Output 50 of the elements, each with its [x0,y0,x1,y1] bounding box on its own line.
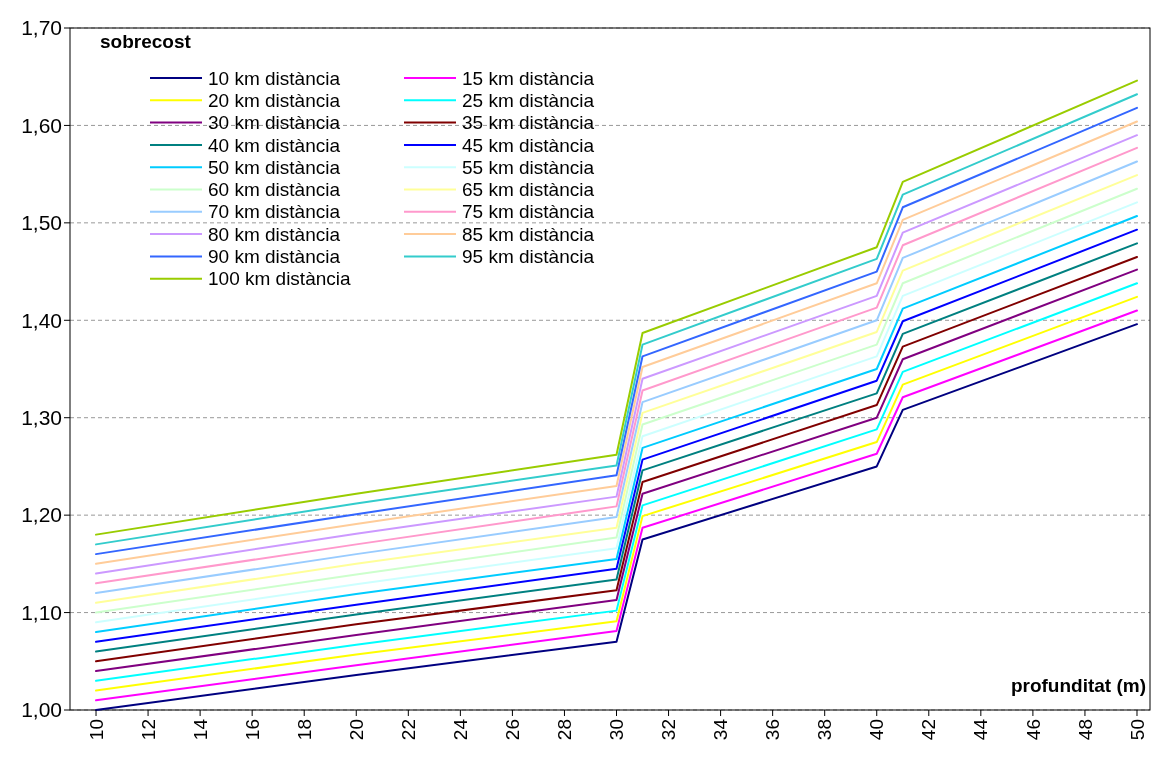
legend-label: 35 km distància [462,112,595,134]
legend-label: 100 km distància [208,268,352,290]
legend-label: 60 km distància [208,179,341,201]
x-tick-label: 20 [345,719,367,741]
x-tick-label: 22 [397,719,419,741]
y-tick-label: 1,30 [21,406,62,430]
y-tick-label: 1,40 [21,308,62,332]
legend-label: 45 km distància [462,134,595,156]
legend-label: 10 km distància [208,67,341,89]
y-axis-title: sobrecost [100,31,192,52]
x-tick-label: 26 [502,719,524,741]
legend-label: 65 km distància [462,179,595,201]
x-tick-label: 46 [1022,719,1044,741]
y-tick-label: 1,00 [21,698,62,722]
x-tick-label: 10 [85,719,107,741]
legend-label: 80 km distància [208,223,341,245]
legend-label: 70 km distància [208,201,341,223]
legend-label: 95 km distància [462,246,595,268]
legend-label: 25 km distància [462,89,595,111]
x-axis-title: profunditat (m) [1010,675,1146,696]
y-tick-label: 1,10 [21,600,62,624]
x-tick-label: 48 [1074,719,1096,741]
x-tick-label: 40 [866,719,888,741]
y-tick-label: 1,50 [21,211,62,235]
x-tick-label: 44 [970,718,992,741]
x-tick-label: 34 [710,718,732,741]
x-tick-label: 32 [658,719,680,741]
legend-label: 15 km distància [462,67,595,89]
legend-label: 50 km distància [208,156,341,178]
x-tick-label: 28 [554,719,576,741]
x-tick-label: 38 [814,719,836,741]
x-tick-label: 16 [241,719,263,741]
x-tick-label: 30 [606,719,628,741]
legend-label: 30 km distància [208,112,341,134]
x-tick-label: 36 [762,719,784,741]
x-tick-label: 18 [293,719,315,741]
legend-label: 40 km distància [208,134,341,156]
legend-label: 75 km distància [462,201,595,223]
y-tick-label: 1,20 [21,503,62,527]
y-tick-label: 1,60 [21,113,62,137]
x-tick-label: 24 [450,718,472,741]
x-tick-label: 12 [137,719,159,741]
legend-label: 90 km distància [208,246,341,268]
legend-label: 85 km distància [462,223,595,245]
legend-label: 55 km distància [462,156,595,178]
y-tick-label: 1,70 [21,16,62,40]
x-tick-label: 50 [1126,719,1148,741]
x-tick-label: 42 [918,719,940,741]
legend-label: 20 km distància [208,89,341,111]
x-tick-label: 14 [189,718,211,741]
